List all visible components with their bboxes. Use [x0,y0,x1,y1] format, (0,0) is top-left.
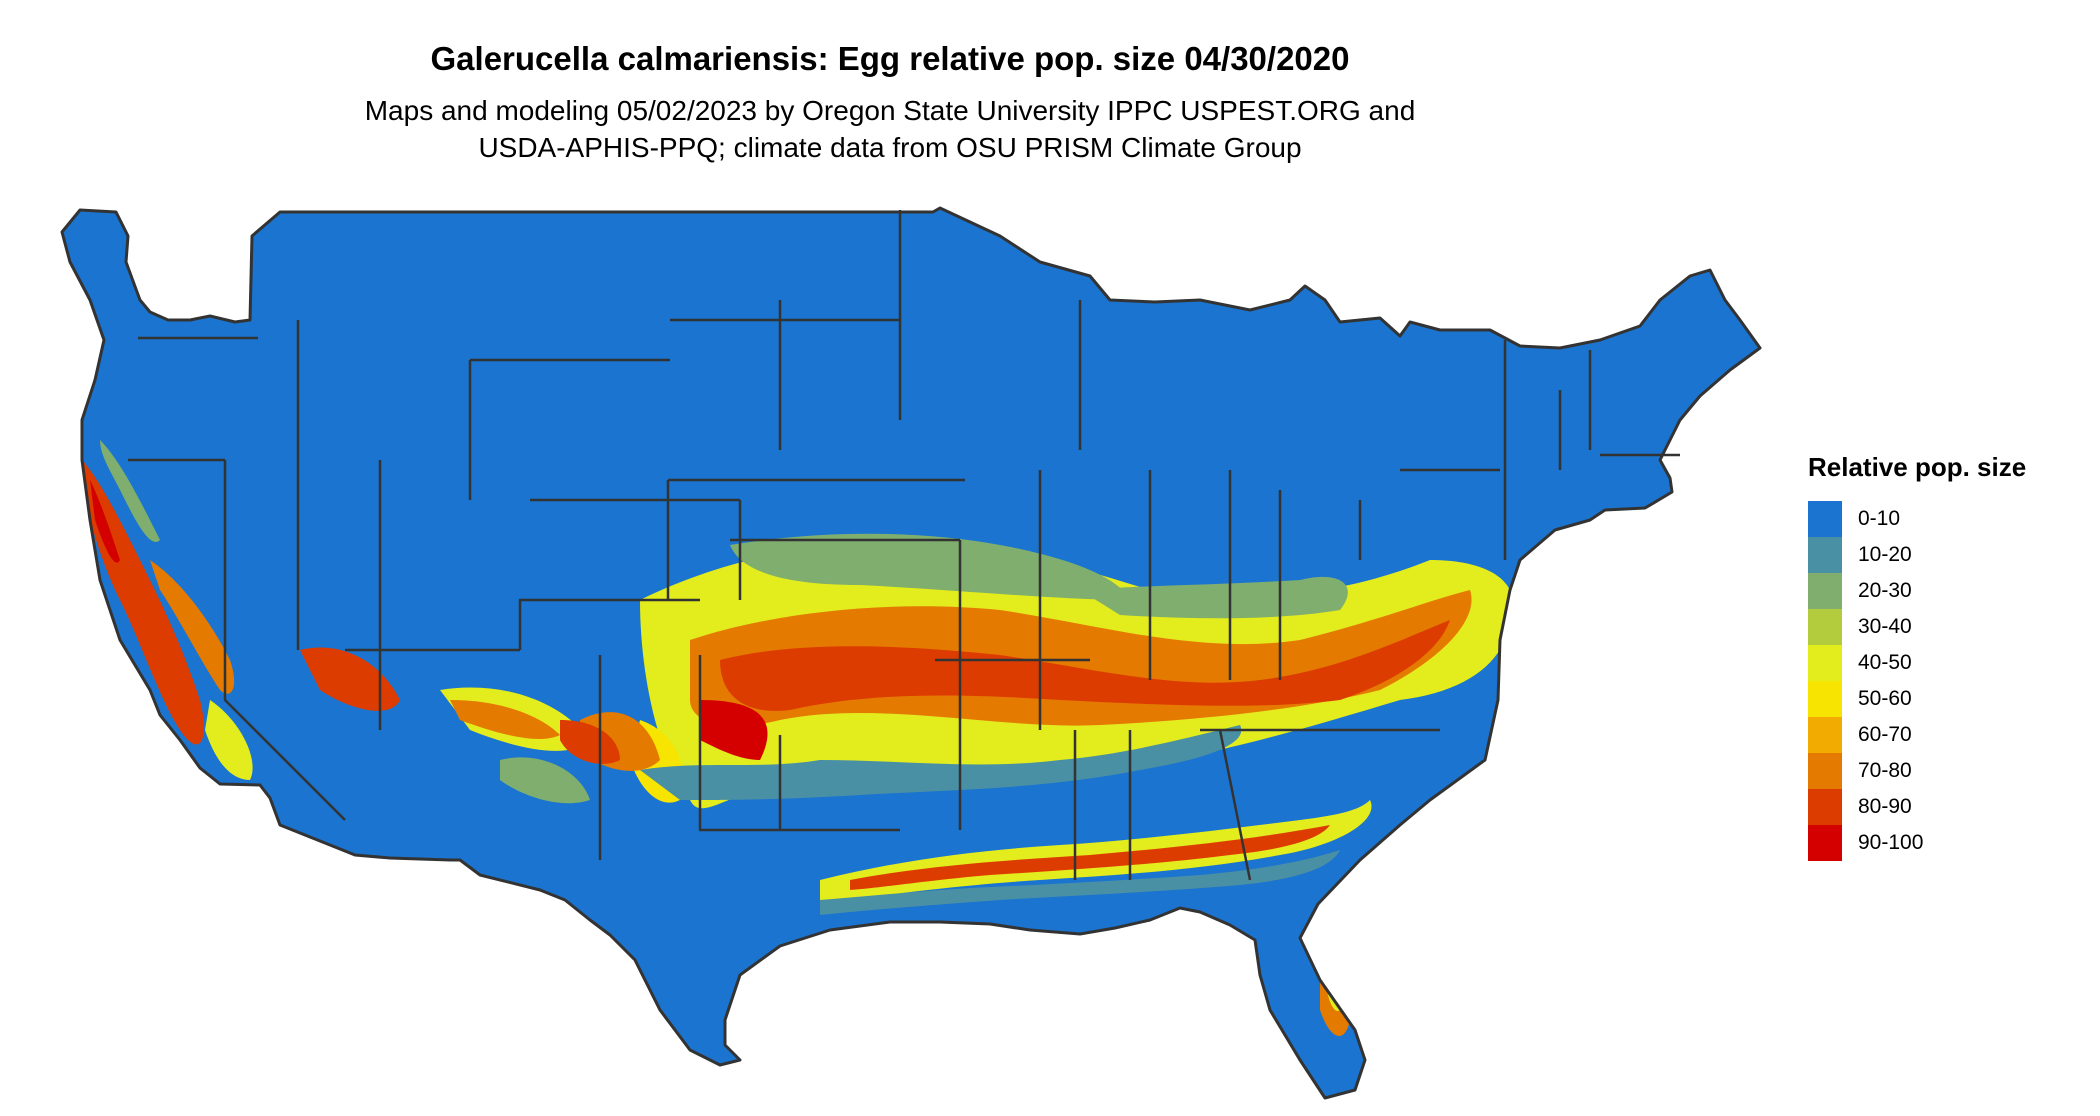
legend-swatch [1808,825,1842,861]
legend-item: 10-20 [1808,537,2026,573]
legend-item: 40-50 [1808,645,2026,681]
legend-swatch [1808,609,1842,645]
legend-swatch [1808,681,1842,717]
legend-item: 20-30 [1808,573,2026,609]
legend-swatch [1808,573,1842,609]
legend-label: 20-30 [1858,579,1912,602]
legend-item: 30-40 [1808,609,2026,645]
map-subtitle-line-1: Maps and modeling 05/02/2023 by Oregon S… [364,95,1416,126]
legend-item: 80-90 [1808,789,2026,825]
legend-label: 40-50 [1858,651,1912,674]
legend-swatch [1808,753,1842,789]
legend-swatch [1808,501,1842,537]
legend-swatch [1808,789,1842,825]
legend-swatch [1808,717,1842,753]
legend-swatch [1808,645,1842,681]
legend-label: 80-90 [1858,795,1912,818]
legend-label: 10-20 [1858,543,1912,566]
legend-label: 90-100 [1858,831,1924,854]
legend-items: 0-10 10-20 20-30 30-40 40-50 50-60 60-70 70-80 8… [1808,501,2026,861]
legend-label: 70-80 [1858,759,1912,782]
legend-item: 90-100 [1808,825,2026,861]
legend-label: 60-70 [1858,723,1912,746]
state-borders [60,206,1762,1100]
legend-item: 60-70 [1808,717,2026,753]
legend-item: 70-80 [1808,753,2026,789]
map-subtitle-line-2: USDA-APHIS-PPQ; climate data from OSU PR… [478,132,1302,163]
map-title: Galerucella calmariensis: Egg relative p… [430,40,1350,77]
legend-title: Relative pop. size [1808,452,2027,482]
legend-item: 0-10 [1808,501,2026,537]
legend-label: 0-10 [1858,507,1901,530]
legend-label: 30-40 [1858,615,1912,638]
legend-swatch [1808,537,1842,573]
legend-label: 50-60 [1858,687,1912,710]
legend: Relative pop. size 0-10 10-20 20-30 30-40 40… [1808,452,2026,861]
legend-item: 50-60 [1808,681,2026,717]
